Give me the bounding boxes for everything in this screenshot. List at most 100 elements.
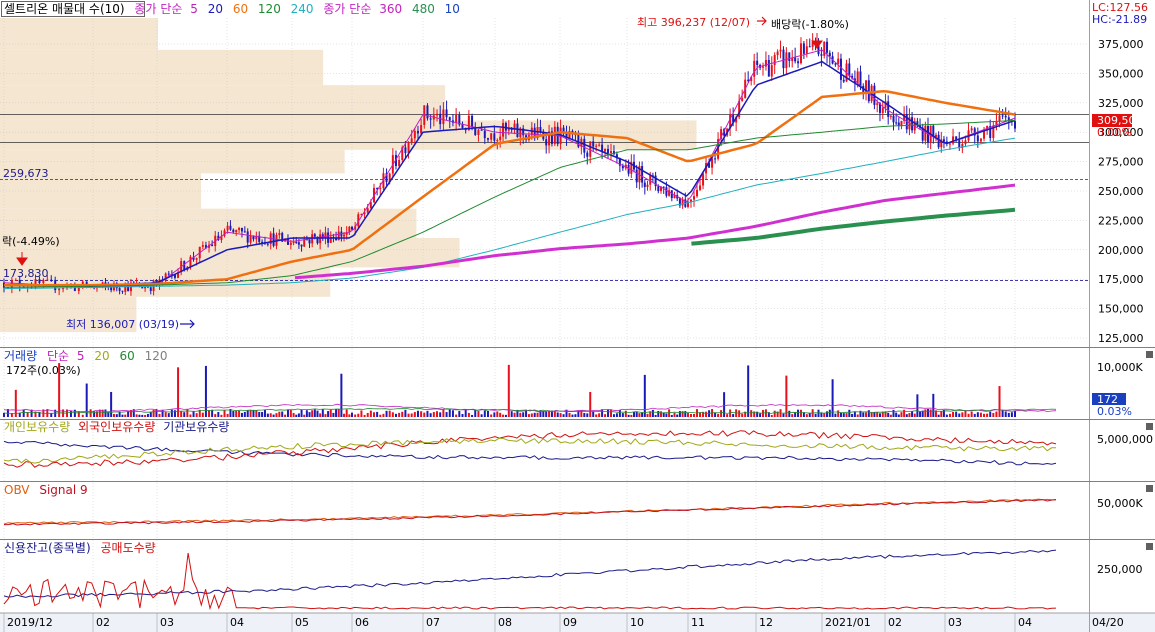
volume-bar [845,413,848,417]
candle-body [643,182,646,187]
candle-body [808,46,811,48]
volume-bar [366,412,369,417]
volume-bar [292,412,295,417]
candle-body [699,185,702,190]
volume-bar [458,411,461,417]
candle-body [562,127,565,133]
candle-body [717,139,720,159]
volume-bar [149,412,152,417]
credit-balance-label: 신용잔고(종목별) [4,541,91,555]
volume-bar [404,409,407,417]
candle-body [723,129,726,136]
volume-bar [510,411,513,417]
volume-bar [471,414,474,417]
volume-bar [851,413,854,417]
candle-body [300,244,303,247]
volume-bar [607,409,610,417]
candle-body [586,152,589,157]
volume-bar [1014,410,1016,417]
close-icon[interactable] [1146,351,1153,358]
candle-body [983,130,986,139]
candle-body [916,121,919,126]
volume-bar [870,411,873,417]
close-icon[interactable] [1146,423,1153,430]
candle-body [394,155,397,166]
ref-line-label-2: 173,830 [3,267,49,280]
candle-body [837,58,840,64]
x-tick-label: 04 [1018,616,1032,629]
volume-bar [335,409,338,417]
volume-bar [10,413,13,417]
y-tick-label: 325,000 [1098,97,1144,110]
close-icon[interactable] [1146,543,1153,550]
panel-close-icons[interactable] [1146,351,1153,550]
candle-body [493,133,496,141]
candle-body [305,239,308,241]
arrow-right-icon [180,319,195,329]
volume-bar [955,411,958,417]
volume-bar [337,409,340,417]
volume-bar [884,411,887,417]
volume-bar [738,410,741,417]
candle-body [767,60,770,77]
candle-body [360,213,363,215]
volume-bar [782,413,785,417]
volume-profile [0,18,697,333]
candle-body [770,65,773,77]
candle-body [937,134,940,148]
volume-bar [246,409,249,417]
volume-bar [556,412,559,417]
volume-bar [138,414,141,417]
candle-body [499,136,502,141]
volume-badge-pct: 0.03% [1097,405,1132,418]
volume-bar [708,410,711,417]
volume-bar [382,413,385,417]
volume-bar [897,414,900,417]
volume-bar [828,409,831,417]
candle-body [897,122,900,126]
volume-bar [565,409,568,417]
volume-bar [121,414,124,417]
candle-body [1007,117,1010,121]
volume-bar [398,412,401,417]
volume-bar [759,413,762,417]
candle-body [34,279,37,288]
candle-body [811,41,814,47]
candle-body [595,145,598,147]
volume-bar [527,414,530,417]
volume-bar [684,411,687,417]
candle-body [711,158,714,168]
candle-body [504,122,507,131]
volume-bar [420,411,423,417]
volume-bar [892,409,895,417]
stock-name-box[interactable] [1,1,145,17]
candle-body [410,138,413,143]
volume-bar [439,412,442,417]
candle-body [577,135,580,147]
candle-body [385,173,388,183]
volume-bar [394,413,397,417]
candle-body [1004,115,1007,118]
y-tick-label: 200,000 [1098,244,1144,257]
volume-bar [530,413,533,417]
candle-body [58,288,61,291]
volume-bar [464,409,467,417]
candle-body [183,261,186,270]
candle-body [297,242,300,245]
obv-signal-line [4,499,1057,526]
close-icon[interactable] [1146,485,1153,492]
institution-holdings-label: 기관보유수량 [163,420,229,434]
candle-body [195,258,198,260]
volume-bar [448,409,451,417]
candle-body [750,76,753,81]
candle-body [363,212,366,214]
volume-bar [924,409,927,417]
candle-body [995,121,998,126]
candle-body [42,279,45,284]
candle-body [38,279,41,284]
volume-bar [612,414,615,417]
candle-body [976,135,979,142]
candle-body [272,233,275,246]
